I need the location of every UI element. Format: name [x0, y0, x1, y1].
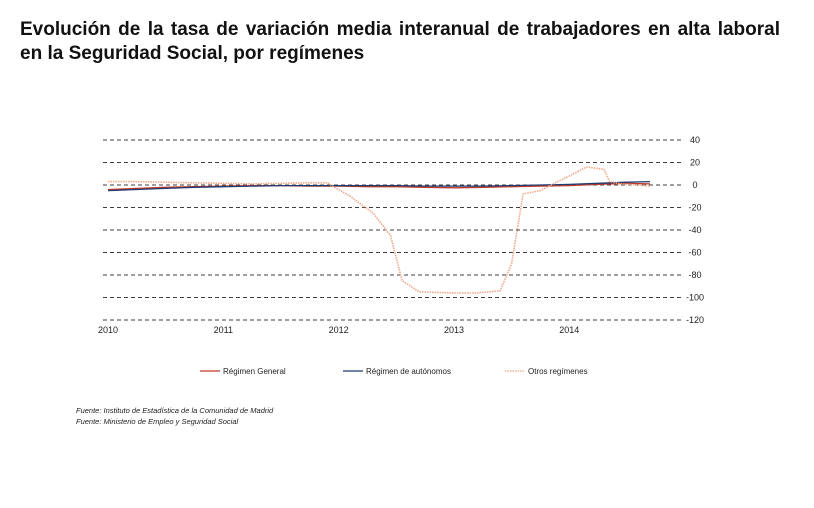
y-tick-label: -60: [688, 248, 701, 258]
legend-label: Régimen de autónomos: [366, 367, 451, 376]
x-tick-label: 2010: [98, 325, 118, 335]
x-axis-ticks: 2010 2011 2012 2013 2014: [98, 325, 579, 335]
sources: Fuente: Instituto de Estadística de la C…: [76, 405, 273, 427]
source-line: Fuente: Ministerio de Empleo y Seguridad…: [76, 417, 239, 426]
y-tick-label: -20: [688, 203, 701, 213]
legend: Régimen General Régimen de autónomos Otros…: [200, 367, 588, 376]
y-axis-ticks: 40 20 0 -20 -40 -60 -80 -100 -120: [686, 135, 704, 325]
y-tick-label: -80: [688, 270, 701, 280]
y-tick-label: -40: [688, 225, 701, 235]
x-tick-label: 2011: [214, 325, 233, 335]
x-tick-label: 2013: [444, 325, 464, 335]
y-tick-label: -120: [686, 315, 704, 325]
legend-label: Régimen General: [223, 367, 286, 376]
gridlines: [103, 139, 683, 321]
y-tick-label: -100: [686, 293, 704, 303]
y-tick-label: 40: [690, 135, 700, 145]
legend-label: Otros regímenes: [528, 367, 588, 376]
series-lines: [107, 166, 651, 294]
series-line: [107, 180, 651, 192]
y-tick-label: 0: [692, 180, 697, 190]
x-tick-label: 2014: [559, 325, 579, 335]
y-tick-label: 20: [690, 158, 700, 168]
chart-title: Evolución de la tasa de variación media …: [20, 19, 780, 64]
x-tick-label: 2012: [329, 325, 349, 335]
source-line: Fuente: Instituto de Estadística de la C…: [76, 406, 274, 415]
